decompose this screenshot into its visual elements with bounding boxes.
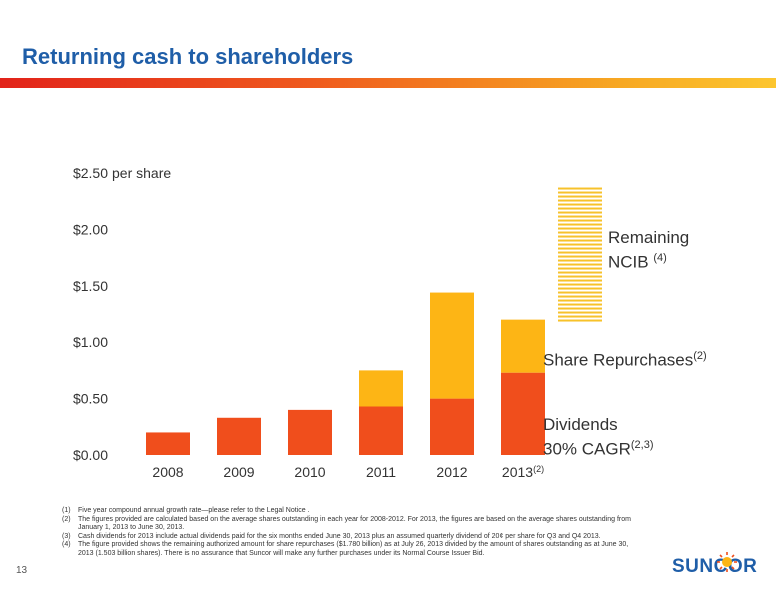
ncib-stripe (558, 187, 602, 190)
bars (146, 292, 545, 455)
ncib-stripe (558, 255, 602, 258)
ncib-stripe (558, 207, 602, 210)
ncib-stripe (558, 215, 602, 218)
footnote-3: (3) Cash dividends for 2013 include actua… (62, 532, 601, 540)
title-underline-bar (0, 78, 776, 88)
ncib-stripe (558, 227, 602, 230)
bar-dividends-2011 (359, 406, 403, 455)
footnote-4: (4) The figure provided shows the remaini… (62, 541, 629, 557)
ncib-stripe (558, 223, 602, 226)
bar-dividends-2009 (217, 417, 261, 455)
page-title: Returning cash to shareholders (22, 44, 354, 69)
bar-dividends-2012 (430, 398, 474, 455)
y-axis: $0.00 $0.50 $1.00 $1.50 $2.00 $2.50 (73, 165, 108, 463)
ncib-stripe (558, 307, 602, 310)
bar-share-repurchases-2013 (501, 319, 545, 373)
ncib-stripe (558, 291, 602, 294)
x-tick-label: 2010 (294, 464, 325, 480)
ncib-stripe (558, 311, 602, 314)
x-tick-label: 2013(2) (502, 464, 544, 480)
ncib-stripe (558, 235, 602, 238)
ncib-stripe (558, 263, 602, 266)
ncib-stripe (558, 251, 602, 254)
suncor-logo: SUNCOR (672, 548, 772, 588)
unit-label: per share (112, 165, 172, 181)
sun-icon (717, 552, 737, 572)
stacked-bar-chart: $0.00$0.50$1.00$1.50$2.00$2.50 2008 2009 2… (73, 165, 602, 480)
bar-dividends-2008 (146, 432, 190, 455)
x-tick-label: 2009 (223, 464, 254, 480)
ncib-stripe (558, 295, 602, 298)
y-tick-label: $0.00 (73, 447, 108, 463)
ncib-stripe (558, 279, 602, 282)
bar-share-repurchases-2012 (430, 292, 474, 399)
x-tick-label: 2008 (152, 464, 183, 480)
ncib-stripe (558, 267, 602, 270)
ncib-stripe (558, 275, 602, 278)
ncib-stripe (558, 283, 602, 286)
ncib-stripe (558, 319, 602, 322)
bar-share-repurchases-2011 (359, 370, 403, 407)
ncib-bar (558, 186, 602, 322)
ncib-stripe (558, 195, 602, 198)
ncib-stripe (558, 247, 602, 250)
y-tick-label: $1.50 (73, 278, 108, 294)
ncib-stripe (558, 303, 602, 306)
ncib-stripe (558, 231, 602, 234)
page-number: 13 (16, 565, 28, 576)
ncib-stripe (558, 243, 602, 246)
dividends-label: Dividends 30% CAGR(2,3) (543, 415, 654, 459)
ncib-stripe (558, 271, 602, 274)
logo-text: SUNCOR (672, 556, 758, 577)
ncib-stripe (558, 199, 602, 202)
y-tick-label: $0.50 (73, 391, 108, 407)
ncib-stripe (558, 203, 602, 206)
ncib-stripe (558, 299, 602, 302)
y-tick-label: $1.00 (73, 334, 108, 350)
bar-dividends-2013 (501, 372, 545, 455)
ncib-stripe (558, 211, 602, 214)
ncib-stripe (558, 259, 602, 262)
ncib-stripe (558, 287, 602, 290)
ncib-stripe (558, 315, 602, 318)
x-axis: 2008 2009 2010 2011 2012 2013(2) (152, 464, 544, 480)
remaining-ncib-label: Remaining NCIB (4) (608, 228, 690, 272)
y-tick-label: $2.00 (73, 221, 108, 237)
x-tick-label: 2011 (366, 464, 396, 480)
x-tick-label: 2012 (436, 464, 467, 480)
bar-dividends-2010 (288, 409, 332, 455)
footnotes: (1) Five year compound annual growth rate… (62, 507, 642, 559)
footnote-2: (2) The figures provided are calculated b… (62, 515, 631, 532)
ncib-stripe (558, 191, 602, 194)
share-repurchases-label: Share Repurchases(2) (543, 350, 707, 370)
footnote-1: (1) Five year compound annual growth rate… (62, 507, 310, 514)
y-tick-label: $2.50 (73, 165, 108, 181)
ncib-stripe (558, 239, 602, 242)
ncib-stripe (558, 219, 602, 222)
